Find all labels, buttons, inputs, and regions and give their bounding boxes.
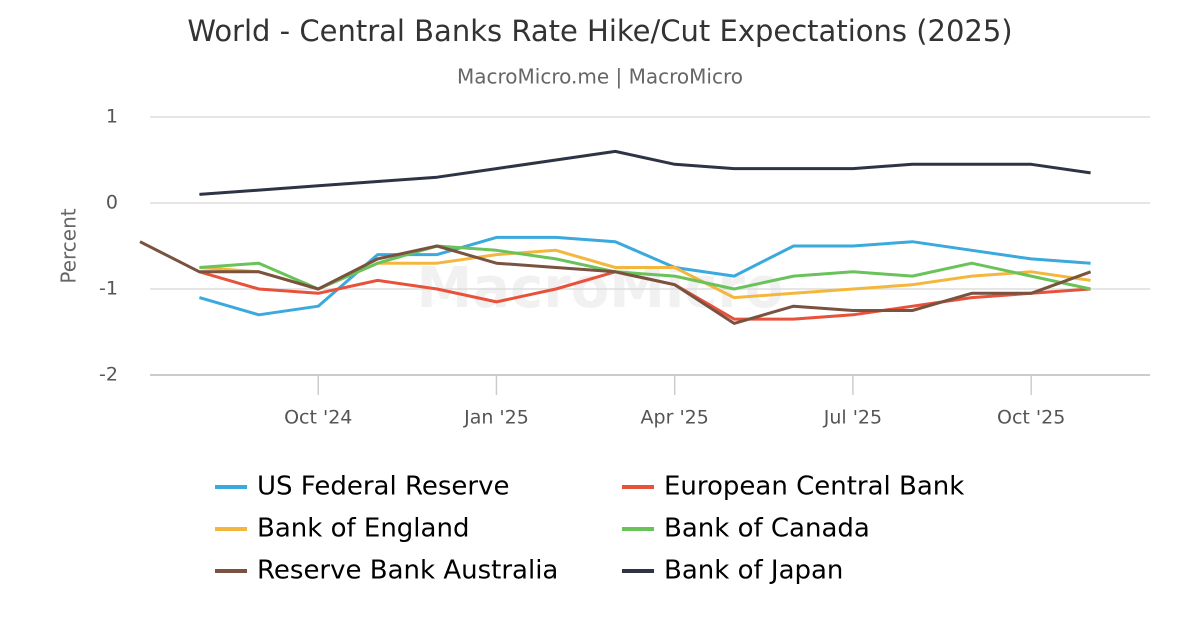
series-line xyxy=(199,149,1091,196)
legend-label: Reserve Bank Australia xyxy=(257,556,558,586)
x-tick-label: Jan '25 xyxy=(463,407,529,429)
legend-label: Bank of England xyxy=(257,514,469,544)
y-tick-label: -1 xyxy=(99,278,118,300)
x-tick-label: Oct '25 xyxy=(997,407,1065,429)
series-line xyxy=(139,240,1092,325)
x-tick-label: Jul '25 xyxy=(823,407,882,429)
legend-label: Bank of Canada xyxy=(664,514,870,544)
y-tick-label: -2 xyxy=(99,364,118,386)
legend-label: US Federal Reserve xyxy=(257,472,509,502)
series-line xyxy=(199,244,1091,291)
x-tick-label: Oct '24 xyxy=(284,407,352,429)
chart-title: World - Central Banks Rate Hike/Cut Expe… xyxy=(187,14,1012,48)
x-tick-label: Apr '25 xyxy=(641,407,709,429)
legend-label: European Central Bank xyxy=(664,472,964,502)
y-tick-label: 0 xyxy=(106,192,118,214)
chart-subtitle: MacroMicro.me | MacroMicro xyxy=(457,65,743,89)
series-line xyxy=(198,235,1091,317)
legend-label: Bank of Japan xyxy=(664,556,843,586)
y-axis-label: Percent xyxy=(57,208,81,283)
y-tick-label: 1 xyxy=(106,106,118,128)
